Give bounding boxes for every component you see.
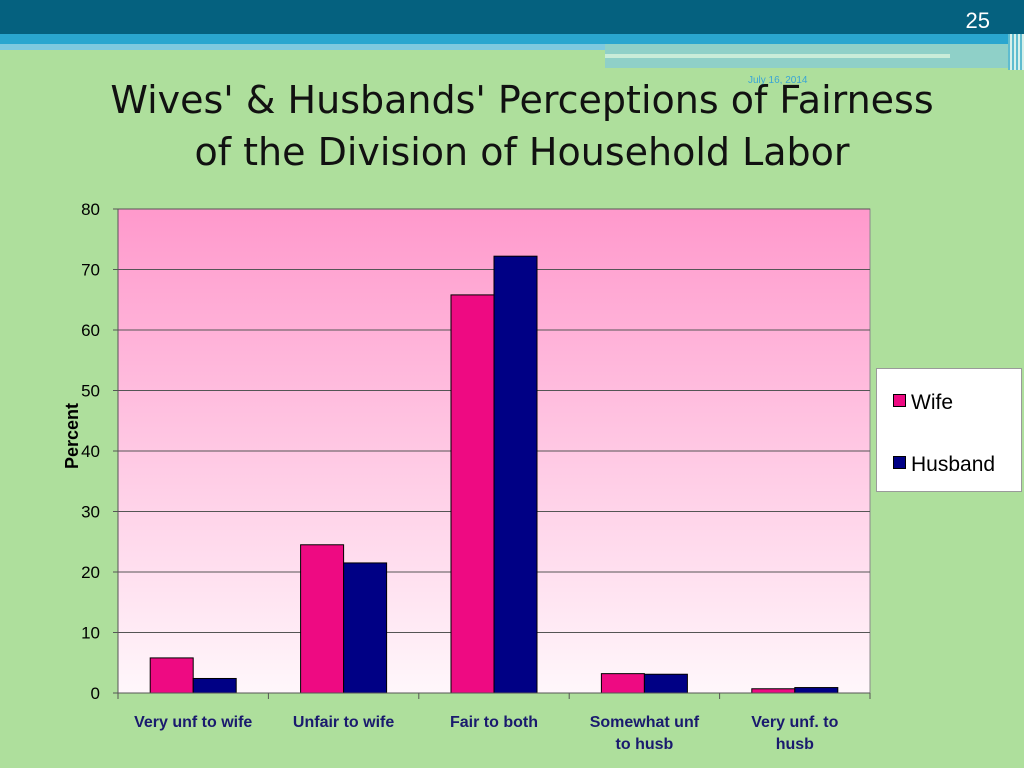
slide-date: July 16, 2014 — [748, 75, 808, 86]
legend-swatch-husband — [893, 456, 906, 469]
bar-wife — [600, 673, 645, 694]
bar-husband — [343, 562, 388, 694]
y-tick-label: 10 — [81, 624, 100, 643]
header-band-accent — [0, 44, 605, 50]
title-line-1: Wives' & Husbands' Perceptions of Fairne… — [110, 78, 934, 122]
bar-husband — [794, 687, 839, 694]
y-tick-label: 30 — [81, 503, 100, 522]
legend-swatch-wife — [893, 394, 906, 407]
x-tick-label: Very unf to wife — [134, 714, 252, 731]
chart-legend: Wife Husband — [876, 368, 1022, 492]
x-tick-label: Somewhat unf — [590, 714, 700, 731]
bar-husband — [192, 677, 237, 694]
legend-label-wife: Wife — [911, 391, 953, 414]
x-tick-label: to husb — [616, 736, 674, 753]
header-bar — [0, 0, 1024, 34]
x-tick-label: Fair to both — [450, 714, 538, 731]
bars — [149, 255, 839, 694]
legend-label-husband: Husband — [911, 453, 996, 476]
bar-wife — [300, 544, 345, 694]
slide-title: Wives' & Husbands' Perceptions of Fairne… — [40, 74, 1004, 178]
bar-husband — [643, 673, 688, 694]
axes — [113, 208, 871, 699]
bar-husband — [493, 255, 538, 694]
legend-item-wife: Wife — [893, 391, 953, 415]
header-band-line — [605, 54, 950, 58]
slide-number: 25 — [965, 8, 990, 33]
y-tick-label: 0 — [91, 684, 100, 703]
bar-wife — [751, 688, 796, 694]
bar-wife — [149, 657, 194, 694]
y-axis-label: Percent — [62, 403, 82, 469]
x-tick-label: husb — [776, 736, 814, 753]
y-tick-label: 40 — [81, 442, 100, 461]
header-band — [0, 34, 1024, 44]
x-tick-label: Unfair to wife — [293, 714, 394, 731]
y-tick-label: 50 — [81, 382, 100, 401]
y-tick-label: 20 — [81, 563, 100, 582]
y-tick-label: 60 — [81, 321, 100, 340]
x-tick-label: Very unf. to — [751, 714, 838, 731]
y-tick-label: 80 — [81, 200, 100, 219]
header-stripes — [1008, 34, 1024, 70]
title-line-2: of the Division of Household Labor — [194, 130, 850, 174]
bar-wife — [450, 294, 495, 694]
axis-labels: 0 10 20 30 40 50 60 70 80 Very unf to wife Unfair … — [62, 200, 839, 753]
legend-item-husband: Husband — [893, 453, 995, 477]
y-tick-label: 70 — [81, 261, 100, 280]
